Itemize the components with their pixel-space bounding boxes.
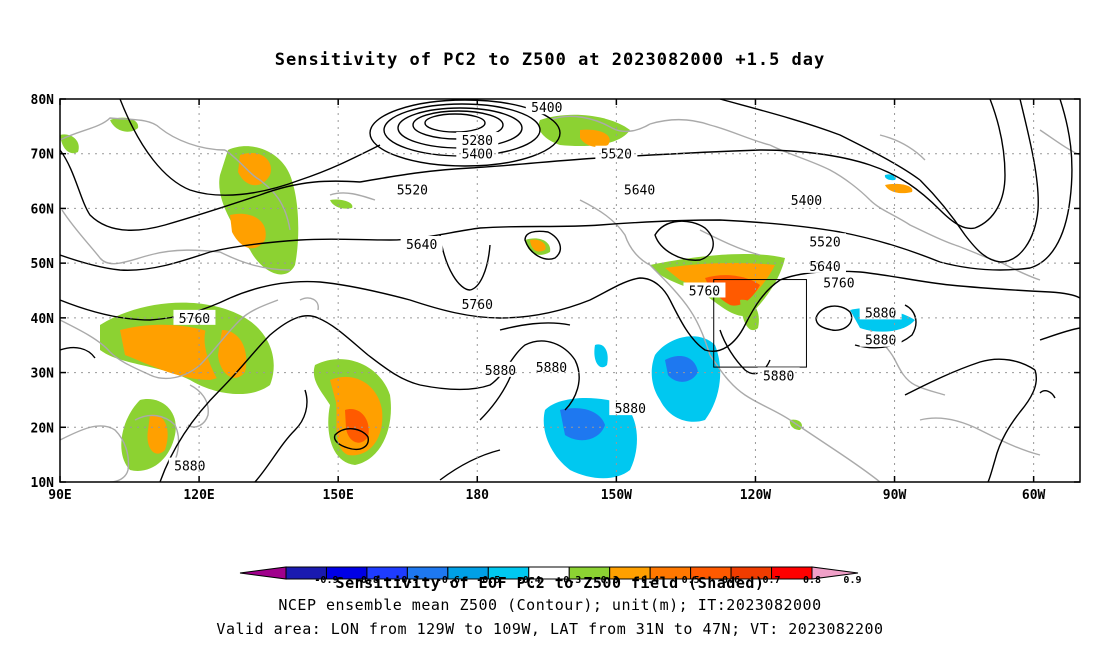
contour-label-bg xyxy=(859,331,902,347)
contour-label-bg xyxy=(456,145,499,161)
lat-label: 30N xyxy=(31,367,55,382)
lon-label: 90E xyxy=(48,488,71,503)
contour-label: 5880 xyxy=(865,334,896,349)
contour-label: 5400 xyxy=(791,194,822,209)
contour-label: 5760 xyxy=(823,276,854,291)
contour-label-bg xyxy=(859,304,902,320)
lat-label: 20N xyxy=(31,421,55,436)
lon-label: 180 xyxy=(466,488,490,503)
coastlines xyxy=(60,115,1080,482)
contour-label-bg xyxy=(595,145,638,161)
map-frame xyxy=(59,98,1081,483)
contour-label: 5880 xyxy=(174,460,205,475)
colorbar-label: 0.9 xyxy=(843,575,861,586)
colorbar-label: -0.5 xyxy=(476,575,500,586)
caption-valid-area: Valid area: LON from 129W to 109W, LAT f… xyxy=(216,620,884,638)
contour-label: 5400 xyxy=(531,101,562,116)
lat-label: 60N xyxy=(31,202,55,217)
contour-label-bg xyxy=(530,359,573,375)
colorbar-label: 0.4 xyxy=(641,575,659,586)
contour-label-bg xyxy=(609,400,652,416)
contour-label-bg xyxy=(618,181,661,197)
colorbar-label: 0.6 xyxy=(722,575,740,586)
colorbar-caption-overlay: Sensitivity of EOF PC2 to Z500 field (Sh… xyxy=(335,574,765,592)
contour-label-bg xyxy=(525,99,568,115)
lat-label: 80N xyxy=(31,93,55,108)
contour-label: 5880 xyxy=(615,402,646,417)
contour-label: 5760 xyxy=(462,298,493,313)
contour-label: 5760 xyxy=(179,312,210,327)
contour-label: 5520 xyxy=(809,235,840,250)
colorbar-label: -0.4 xyxy=(517,575,541,586)
lon-label: 150E xyxy=(323,488,354,503)
contour-label-bg xyxy=(391,181,434,197)
colorbar-label: 0.5 xyxy=(682,575,700,586)
caption-contour-info: NCEP ensemble mean Z500 (Contour); unit(… xyxy=(278,596,822,614)
contour-label: 5880 xyxy=(763,369,794,384)
contour-label-bg xyxy=(757,367,800,383)
lat-label: 40N xyxy=(31,312,55,327)
contour-label: 5640 xyxy=(406,238,437,253)
z500-contours xyxy=(60,99,1080,482)
colorbar: -0.9 -0.8 -0.7 -0.6 -0.5 -0.4 -0.3 0.3 0.4 0.5 0.6… xyxy=(239,566,861,586)
colorbar-label: 0.8 xyxy=(803,575,821,586)
colorbar-label: -0.6 xyxy=(436,575,460,586)
lat-label: 50N xyxy=(31,257,55,272)
contour-label: 5520 xyxy=(397,183,428,198)
colorbar-label: -0.9 xyxy=(314,575,338,586)
colorbar-label: 0.3 xyxy=(601,575,619,586)
lat-label: 10N xyxy=(31,476,55,491)
contour-label: 5640 xyxy=(624,183,655,198)
contour-label-bg xyxy=(817,274,860,290)
negative-sensitivity-shading xyxy=(543,174,915,479)
colorbar-high-triangle xyxy=(811,566,859,580)
lat-label: 70N xyxy=(31,148,55,163)
lon-label: 90W xyxy=(883,488,907,503)
contour-label: 5640 xyxy=(809,260,840,275)
contour-label-bg xyxy=(683,282,726,298)
contour-label-bg xyxy=(456,132,499,148)
contour-label: 5880 xyxy=(536,361,567,376)
colorbar-label: -0.8 xyxy=(355,575,379,586)
contour-label-bg xyxy=(400,235,443,251)
colorbar-label: -0.3 xyxy=(557,575,581,586)
contour-label-bg xyxy=(804,257,846,273)
valid-area-box xyxy=(713,279,807,368)
contour-label: 5880 xyxy=(865,306,896,321)
contour-label-bg xyxy=(479,361,522,377)
lon-label: 60W xyxy=(1022,488,1046,503)
grid-lines xyxy=(60,99,1080,482)
map-title: Sensitivity of PC2 to Z500 at 2023082000… xyxy=(274,50,826,70)
contour-label: 5760 xyxy=(689,285,720,300)
contour-label-bg xyxy=(804,233,846,249)
contour-label-bg xyxy=(168,457,211,473)
contour-label-bg xyxy=(785,192,828,208)
lon-label: 150W xyxy=(601,488,632,503)
colorbar-label: 0.7 xyxy=(763,575,781,586)
positive-sensitivity-shading xyxy=(60,114,913,471)
contour-label: 5880 xyxy=(485,364,516,379)
colorbar-label: -0.7 xyxy=(395,575,419,586)
lon-label: 120W xyxy=(740,488,771,503)
lon-label: 120E xyxy=(183,488,214,503)
